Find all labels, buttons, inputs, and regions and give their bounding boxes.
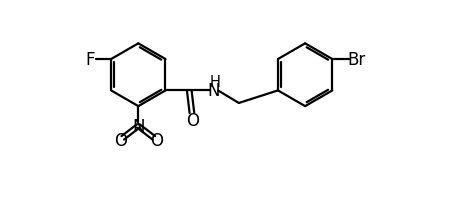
Text: H: H (210, 74, 221, 89)
Text: N: N (132, 117, 145, 135)
Text: N: N (208, 82, 220, 100)
Text: O: O (114, 131, 126, 149)
Text: O: O (186, 112, 199, 130)
Text: F: F (86, 51, 95, 69)
Text: Br: Br (347, 51, 365, 69)
Text: O: O (150, 131, 163, 149)
